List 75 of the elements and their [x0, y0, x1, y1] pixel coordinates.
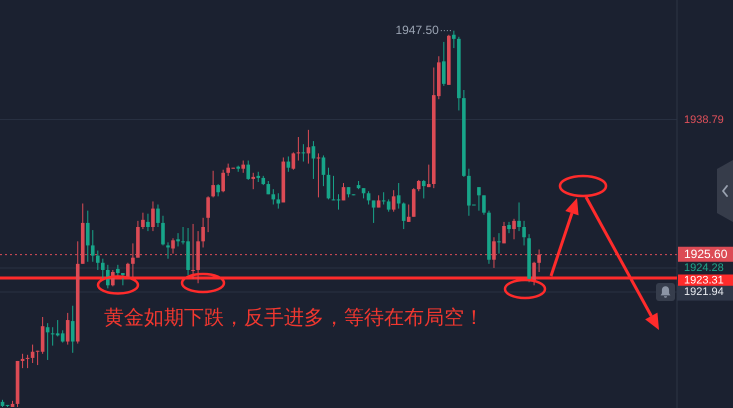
- candlestick: [272, 188, 276, 206]
- candlestick: [302, 144, 306, 162]
- candlestick: [296, 136, 300, 162]
- candlestick: [386, 198, 390, 212]
- candlestick: [402, 202, 406, 230]
- candlestick: [362, 188, 366, 199]
- candlestick: [30, 344, 34, 364]
- candlestick: [221, 169, 225, 193]
- candlestick: [201, 217, 205, 248]
- candlestick: [532, 261, 536, 286]
- candlestick: [216, 184, 220, 197]
- candlestick: [26, 354, 30, 369]
- candlestick: [176, 232, 180, 247]
- candlestick: [96, 250, 100, 270]
- candlestick: [66, 312, 70, 346]
- candlestick: [90, 230, 95, 262]
- candlestick: [442, 41, 446, 86]
- candlestick: [326, 167, 330, 200]
- y-tick-label: 1921.94: [684, 286, 724, 298]
- candlestick: [322, 154, 326, 187]
- candlestick: [116, 264, 120, 278]
- candlestick: [512, 218, 516, 240]
- candlestick: [256, 171, 260, 183]
- candlestick: [482, 194, 486, 216]
- candlestick: [121, 272, 125, 286]
- candlestick: [211, 170, 215, 198]
- annotation: 1947.50: [395, 22, 440, 37]
- candlestick: [292, 152, 296, 170]
- candlestick: [382, 192, 386, 206]
- ref-line-label: 1925.60: [684, 247, 728, 262]
- candlestick: [286, 156, 290, 172]
- candlestick: [46, 322, 50, 360]
- ref-line-label: 1923.31: [684, 274, 724, 287]
- candlestick: [507, 221, 511, 234]
- candlestick: [171, 238, 175, 254]
- candlestick: [261, 175, 266, 186]
- candlestick: [86, 210, 90, 262]
- candlestick: [316, 152, 320, 198]
- candlestick: [166, 242, 170, 260]
- candlestick: [206, 196, 210, 233]
- candlestick: [246, 160, 250, 180]
- candlestick: [426, 164, 431, 188]
- candlestick: [416, 179, 421, 192]
- candlestick: [517, 202, 521, 232]
- candlestick: [376, 194, 380, 208]
- candlestick: [156, 204, 160, 228]
- annotation: 黄金如期下跌，反手进多，等待在布局空！: [104, 305, 484, 329]
- candlestick: [392, 190, 396, 212]
- candlestick: [70, 305, 75, 354]
- candlestick: [497, 232, 501, 254]
- candlestick: [146, 213, 150, 232]
- candlestick: [276, 192, 280, 210]
- y-tick-label: 1924.28: [684, 262, 724, 274]
- candlestick: [477, 186, 481, 212]
- candlestick: [101, 258, 105, 280]
- candlestick: [161, 215, 165, 246]
- candlestick: [372, 200, 376, 224]
- candlestick: [366, 190, 370, 206]
- candlestick: [251, 172, 256, 190]
- candlestick: [151, 200, 155, 232]
- y-tick-label: 1938.79: [684, 114, 724, 126]
- candlestick: [20, 353, 24, 369]
- candlestick: [306, 129, 310, 164]
- candlestick: [406, 204, 411, 222]
- candlestick: [266, 180, 270, 195]
- candlestick: [346, 186, 350, 198]
- candlestick: [396, 182, 400, 210]
- candlestick: [342, 182, 346, 201]
- candlestick: [241, 160, 246, 174]
- candlestick: [141, 212, 145, 230]
- candlestick: [422, 179, 426, 199]
- candlestick: [502, 221, 506, 244]
- candlestick: [312, 140, 316, 180]
- candlestick: [522, 220, 526, 246]
- candlestick: [452, 30, 456, 49]
